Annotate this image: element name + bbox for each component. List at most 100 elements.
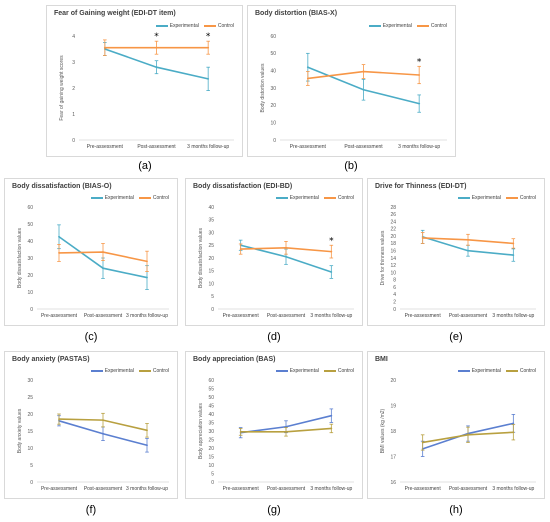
legend-label: Control — [337, 195, 354, 201]
data-point — [207, 46, 210, 49]
legend-label: Experimental — [289, 368, 319, 374]
y-tick-label: 0 — [30, 480, 33, 486]
x-tick-label: Pre-assessment — [290, 144, 327, 150]
data-point — [418, 102, 421, 105]
legend-item: Control — [505, 368, 536, 374]
legend-item: Experimental — [457, 195, 501, 201]
y-tick-label: 40 — [27, 239, 33, 245]
y-tick-label: 2 — [393, 300, 396, 306]
x-tick-label: 3 months follow-up — [398, 144, 440, 150]
x-tick-label: Post-assessment — [449, 313, 488, 319]
chart-legend: Experimental Control — [90, 368, 169, 374]
y-tick-label: 19 — [390, 403, 396, 409]
y-tick-label: 40 — [270, 68, 276, 74]
legend-label: Control — [152, 195, 169, 201]
chart-title: Fear of Gaining weight (EDI-DT item) — [54, 10, 176, 17]
data-point — [146, 276, 148, 279]
legend-label: Control — [337, 368, 354, 374]
data-point — [421, 441, 424, 444]
data-point — [239, 430, 242, 433]
x-tick-label: Post-assessment — [449, 486, 488, 492]
y-tick-label: 60 — [208, 378, 214, 384]
legend-item: Experimental — [275, 195, 319, 201]
legend-swatch — [138, 370, 151, 372]
data-point — [418, 74, 421, 76]
y-tick-label: 18 — [390, 241, 396, 247]
y-tick-label: 0 — [72, 138, 75, 144]
legend-swatch — [457, 197, 470, 199]
x-tick-label: Post-assessment — [84, 313, 123, 319]
x-tick-label: Post-assessment — [267, 486, 306, 492]
data-point — [362, 88, 365, 91]
y-axis-label: BMI values (kg /m2) — [380, 408, 386, 453]
x-tick-label: 3 months follow-up — [126, 313, 168, 319]
legend-item: Control — [323, 195, 354, 201]
significance-marker: * — [329, 236, 334, 246]
data-point — [146, 429, 148, 432]
x-tick-label: Pre-assessment — [223, 486, 260, 492]
legend-swatch — [138, 197, 151, 199]
y-tick-label: 20 — [208, 256, 214, 262]
y-tick-label: 25 — [208, 437, 214, 443]
y-tick-label: 0 — [273, 138, 276, 144]
chart-legend: Experimental Control — [155, 23, 234, 29]
y-axis-label: Body anxiety values — [17, 408, 23, 453]
significance-marker: * — [417, 57, 422, 67]
x-tick-label: Pre-assessment — [87, 144, 124, 150]
y-tick-label: 15 — [208, 454, 214, 460]
significance-marker: * — [154, 32, 159, 42]
legend-label: Control — [152, 368, 169, 374]
legend-swatch — [323, 197, 336, 199]
subfigure-caption: (e) — [449, 331, 463, 343]
x-tick-label: Pre-assessment — [41, 313, 78, 319]
legend-label: Experimental — [289, 195, 319, 201]
legend-swatch — [155, 25, 168, 27]
chart-panel: 0 10 20 30 40 50 60 Body dissatisfaction values… — [4, 178, 178, 326]
legend-swatch — [90, 197, 103, 199]
y-axis-label: Body distortion values — [260, 63, 266, 112]
y-tick-label: 12 — [390, 263, 396, 269]
y-tick-label: 30 — [208, 230, 214, 236]
data-point — [512, 431, 515, 434]
data-point — [330, 250, 333, 253]
chart-title: Body dissatisfaction (EDI-BD) — [193, 183, 293, 190]
chart-panel: 0 10 20 30 40 50 60 Body distortion values Pre-a… — [247, 5, 456, 157]
data-point — [306, 66, 309, 69]
legend-swatch — [457, 370, 470, 372]
y-tick-label: 26 — [390, 212, 396, 218]
y-tick-label: 60 — [270, 34, 276, 40]
y-tick-label: 30 — [270, 86, 276, 92]
chart-title: Drive for Thinness (EDI-DT) — [375, 183, 467, 190]
y-tick-label: 5 — [211, 294, 214, 300]
x-tick-label: Post-assessment — [267, 313, 306, 319]
x-tick-label: Pre-assessment — [223, 313, 260, 319]
y-tick-label: 25 — [208, 243, 214, 249]
y-tick-label: 5 — [30, 463, 33, 469]
y-tick-label: 20 — [208, 446, 214, 452]
chart-legend: Experimental Control — [368, 23, 447, 29]
legend-item: Experimental — [155, 23, 199, 29]
y-tick-label: 35 — [208, 218, 214, 224]
y-tick-label: 18 — [390, 429, 396, 435]
significance-marker: * — [206, 32, 211, 42]
subfigure-caption: (h) — [449, 504, 463, 516]
x-tick-label: Pre-assessment — [41, 486, 78, 492]
chart-legend: Experimental Control — [90, 195, 169, 201]
y-tick-label: 10 — [390, 270, 396, 276]
legend-swatch — [368, 25, 381, 27]
x-tick-label: 3 months follow-up — [492, 313, 534, 319]
y-tick-label: 16 — [390, 480, 396, 486]
y-tick-label: 14 — [390, 256, 396, 262]
chart-panel: 0 2 4 6 8 10 12 14 16 18 20 22 24 26 28 Drive for thinn… — [367, 178, 545, 326]
y-tick-label: 15 — [27, 429, 33, 435]
y-axis-label: Fear of gaining weight scores — [59, 55, 65, 121]
legend-item: Control — [138, 195, 169, 201]
y-tick-label: 45 — [208, 403, 214, 409]
data-point — [58, 418, 60, 420]
y-tick-label: 35 — [208, 420, 214, 426]
y-tick-label: 10 — [270, 120, 276, 126]
data-point — [146, 260, 148, 263]
data-point — [58, 252, 60, 254]
legend-swatch — [90, 370, 103, 372]
